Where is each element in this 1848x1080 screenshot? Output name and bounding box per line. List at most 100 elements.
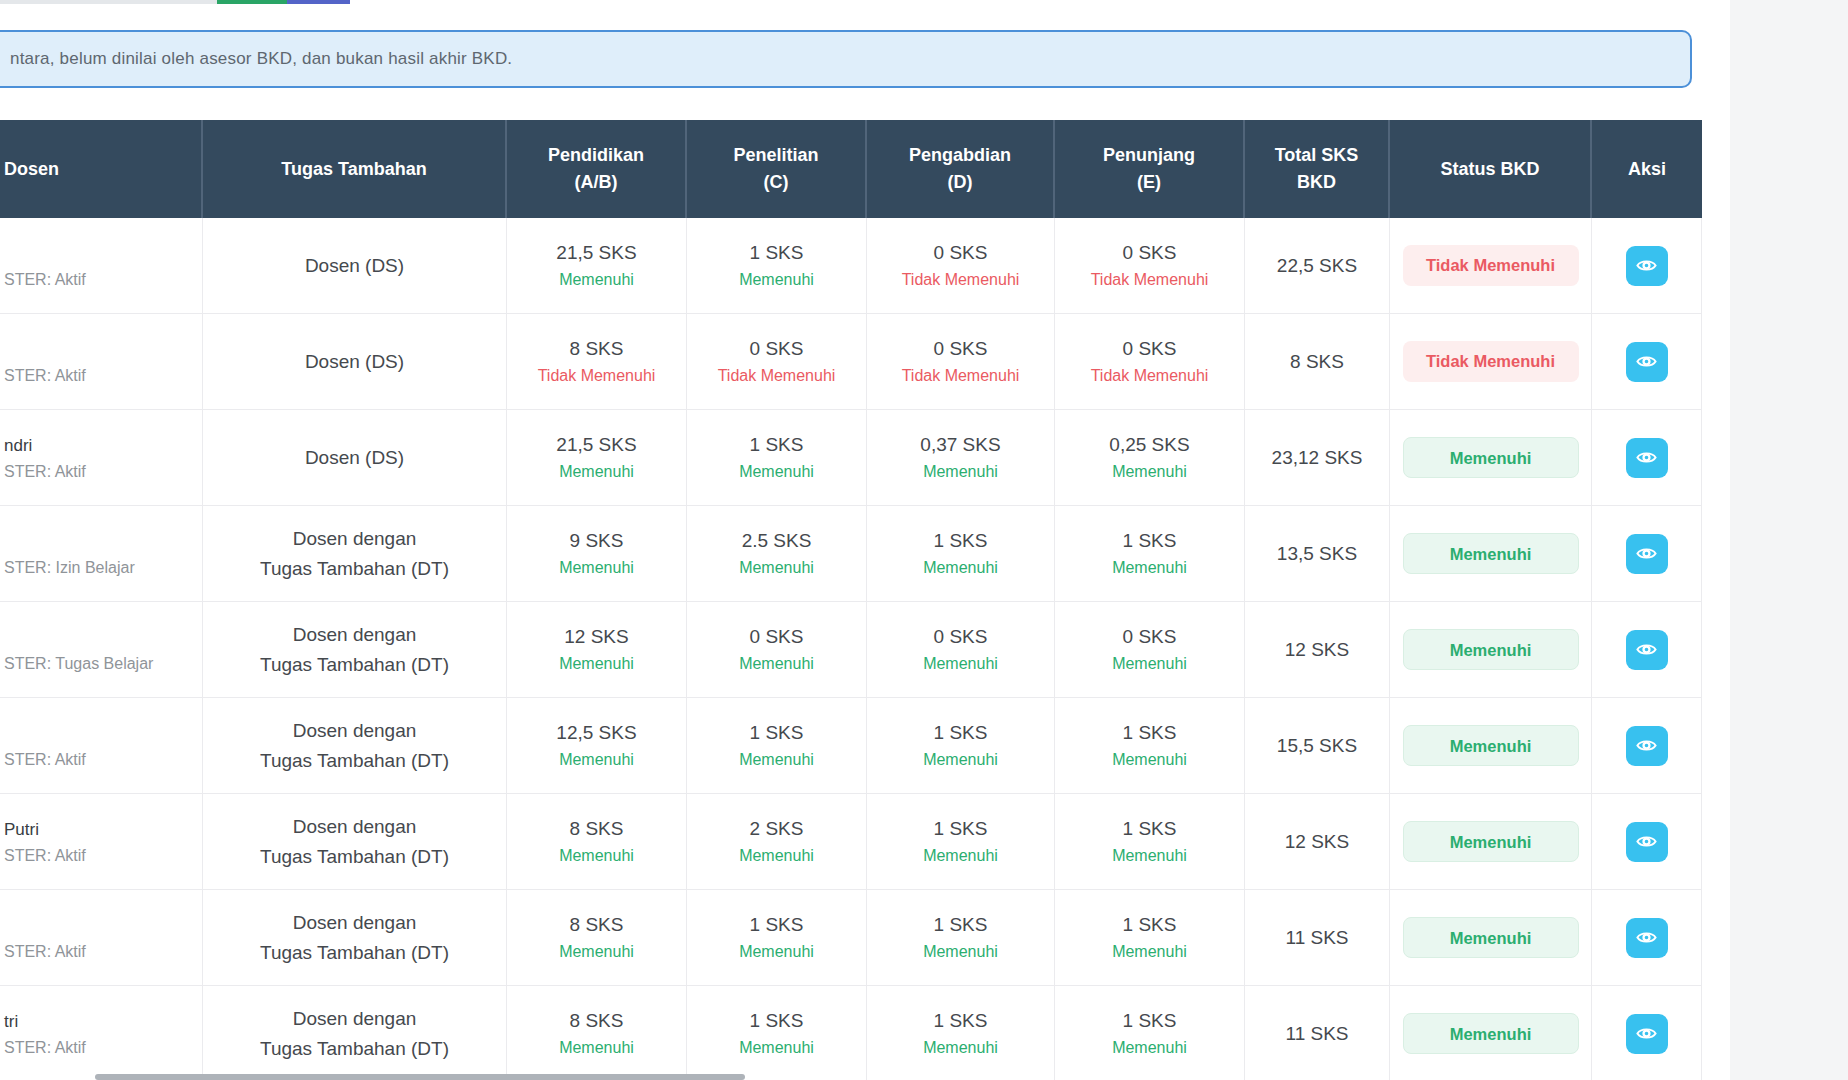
status-text: Memenuhi (923, 943, 998, 961)
status-text: Memenuhi (1112, 559, 1187, 577)
total-sks-value: 15,5 SKS (1277, 735, 1357, 757)
status-bkd-cell: Memenuhi (1390, 698, 1592, 793)
aksi-cell (1592, 314, 1702, 409)
sks-value: 12 SKS (564, 626, 628, 648)
view-detail-button[interactable] (1626, 534, 1668, 574)
status-bkd-cell: Memenuhi (1390, 410, 1592, 505)
tabs-underline-bar (0, 0, 350, 4)
tugas-tambahan-text: Dosen dengan Tugas Tambahan (DT) (260, 620, 449, 679)
eye-icon (1635, 350, 1658, 373)
status-text: Memenuhi (1112, 847, 1187, 865)
header-total-sks: Total SKS BKD (1245, 120, 1390, 218)
dosen-cell: tri STER: Aktif (0, 986, 203, 1080)
status-text: Memenuhi (559, 271, 634, 289)
status-bkd-cell: Memenuhi (1390, 794, 1592, 889)
view-detail-button[interactable] (1626, 726, 1668, 766)
pengabdian-cell: 1 SKS Memenuhi (867, 794, 1055, 889)
sks-value: 1 SKS (1123, 1010, 1177, 1032)
header-penunjang: Penunjang (E) (1055, 120, 1245, 218)
tugas-tambahan-cell: Dosen dengan Tugas Tambahan (DT) (203, 698, 507, 793)
green-tab-underline (217, 0, 287, 4)
tugas-tambahan-text: Dosen dengan Tugas Tambahan (DT) (260, 812, 449, 871)
tugas-tambahan-text: Dosen (DS) (305, 443, 404, 472)
aksi-cell (1592, 986, 1702, 1080)
pendidikan-cell: 12,5 SKS Memenuhi (507, 698, 687, 793)
dosen-cell: STER: Aktif (0, 890, 203, 985)
dosen-cell: ndri STER: Aktif (0, 410, 203, 505)
inactive-tab-underline (0, 0, 217, 4)
table-row: STER: Tugas Belajar Dosen dengan Tugas T… (0, 602, 1702, 698)
penunjang-cell: 1 SKS Memenuhi (1055, 794, 1245, 889)
penelitian-cell: 0 SKS Tidak Memenuhi (687, 314, 867, 409)
pengabdian-cell: 0,37 SKS Memenuhi (867, 410, 1055, 505)
sks-value: 12,5 SKS (556, 722, 636, 744)
penunjang-cell: 0 SKS Tidak Memenuhi (1055, 314, 1245, 409)
penunjang-cell: 0 SKS Memenuhi (1055, 602, 1245, 697)
total-sks-value: 11 SKS (1285, 1023, 1348, 1045)
view-detail-button[interactable] (1626, 822, 1668, 862)
info-banner: ntara, belum dinilai oleh asesor BKD, da… (0, 30, 1692, 88)
status-bkd-badge: Tidak Memenuhi (1403, 245, 1579, 286)
status-text: Memenuhi (739, 847, 814, 865)
penunjang-cell: 0,25 SKS Memenuhi (1055, 410, 1245, 505)
bkd-table: Dosen Tugas Tambahan Pendidikan (A/B) Pe… (0, 120, 1702, 1080)
header-tugas-tambahan: Tugas Tambahan (203, 120, 507, 218)
pendidikan-cell: 8 SKS Memenuhi (507, 986, 687, 1080)
sks-value: 0 SKS (934, 626, 988, 648)
aksi-cell (1592, 410, 1702, 505)
status-bkd-badge: Memenuhi (1403, 821, 1579, 862)
sks-value: 0,37 SKS (920, 434, 1000, 456)
table-row: tri STER: Aktif Dosen dengan Tugas Tamba… (0, 986, 1702, 1080)
table-row: STER: Aktif Dosen dengan Tugas Tambahan … (0, 890, 1702, 986)
aksi-cell (1592, 602, 1702, 697)
table-row: Putri STER: Aktif Dosen dengan Tugas Tam… (0, 794, 1702, 890)
pendidikan-cell: 12 SKS Memenuhi (507, 602, 687, 697)
tugas-tambahan-cell: Dosen (DS) (203, 410, 507, 505)
status-bkd-cell: Memenuhi (1390, 986, 1592, 1080)
aksi-cell (1592, 794, 1702, 889)
total-sks-value: 13,5 SKS (1277, 543, 1357, 565)
view-detail-button[interactable] (1626, 918, 1668, 958)
total-sks-cell: 11 SKS (1245, 890, 1390, 985)
sks-value: 1 SKS (750, 722, 804, 744)
info-banner-text: ntara, belum dinilai oleh asesor BKD, da… (10, 49, 512, 69)
view-detail-button[interactable] (1626, 342, 1668, 382)
pendidikan-cell: 9 SKS Memenuhi (507, 506, 687, 601)
eye-icon (1635, 734, 1658, 757)
penelitian-cell: 0 SKS Memenuhi (687, 602, 867, 697)
header-aksi: Aksi (1592, 120, 1702, 218)
sks-value: 0 SKS (1123, 242, 1177, 264)
table-row: STER: Aktif Dosen dengan Tugas Tambahan … (0, 698, 1702, 794)
table-row: ndri STER: Aktif Dosen (DS) 21,5 SKS Mem… (0, 410, 1702, 506)
pengabdian-cell: 1 SKS Memenuhi (867, 890, 1055, 985)
view-detail-button[interactable] (1626, 1014, 1668, 1054)
horizontal-scrollbar-thumb[interactable] (95, 1074, 745, 1080)
total-sks-cell: 8 SKS (1245, 314, 1390, 409)
header-pengabdian: Pengabdian (D) (867, 120, 1055, 218)
status-text: Tidak Memenuhi (538, 367, 656, 385)
table-body: STER: Aktif Dosen (DS) 21,5 SKS Memenuhi… (0, 218, 1702, 1080)
penelitian-cell: 2.5 SKS Memenuhi (687, 506, 867, 601)
sks-value: 8 SKS (570, 914, 624, 936)
pengabdian-cell: 0 SKS Tidak Memenuhi (867, 218, 1055, 313)
total-sks-value: 23,12 SKS (1272, 447, 1363, 469)
status-bkd-badge: Memenuhi (1403, 1013, 1579, 1054)
tugas-tambahan-text: Dosen dengan Tugas Tambahan (DT) (260, 524, 449, 583)
sks-value: 1 SKS (934, 1010, 988, 1032)
dosen-cell: STER: Izin Belajar (0, 506, 203, 601)
status-text: Memenuhi (923, 463, 998, 481)
status-bkd-badge: Memenuhi (1403, 629, 1579, 670)
status-text: Memenuhi (739, 943, 814, 961)
sks-value: 1 SKS (750, 242, 804, 264)
total-sks-value: 12 SKS (1285, 831, 1349, 853)
sks-value: 0,25 SKS (1109, 434, 1189, 456)
sks-value: 1 SKS (934, 914, 988, 936)
dosen-cell: Putri STER: Aktif (0, 794, 203, 889)
view-detail-button[interactable] (1626, 630, 1668, 670)
sks-value: 1 SKS (750, 434, 804, 456)
sister-status: STER: Izin Belajar (4, 559, 135, 577)
view-detail-button[interactable] (1626, 246, 1668, 286)
page-right-gutter (1730, 0, 1848, 1080)
status-text: Memenuhi (1112, 943, 1187, 961)
view-detail-button[interactable] (1626, 438, 1668, 478)
